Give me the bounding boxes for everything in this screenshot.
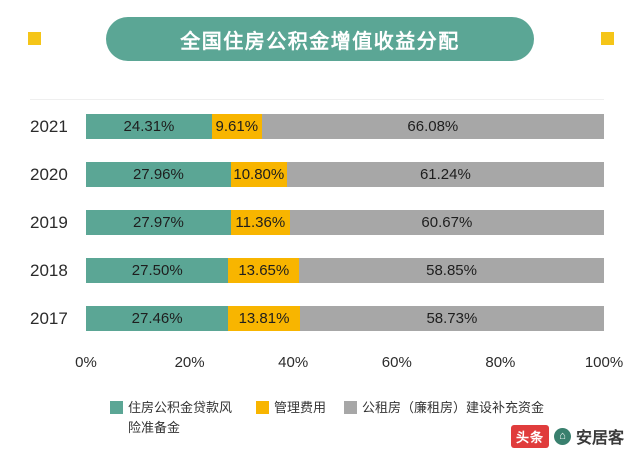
- bar-segment: 27.46%: [86, 306, 229, 331]
- chart-title-banner: 全国住房公积金增值收益分配: [106, 17, 534, 61]
- x-axis: 0% 20% 40% 60% 80% 100%: [75, 354, 623, 374]
- legend: 住房公积金贷款风险准备金 管理费用 公租房（廉租房）建设补充资金: [0, 398, 640, 437]
- bar-value-label: 27.50%: [131, 262, 183, 279]
- bar-value-label: 58.85%: [426, 262, 477, 279]
- bar-segment: 58.73%: [299, 306, 604, 331]
- bar-value-label: 61.24%: [419, 166, 471, 183]
- bar-segment: 13.81%: [228, 306, 300, 331]
- chart-title: 全国住房公积金增值收益分配: [180, 30, 460, 53]
- bar-row-2017: 2017 27.46% 13.81% 58.73%: [30, 306, 604, 331]
- bar-row-2021: 2021 24.31% 9.61% 66.08%: [30, 114, 604, 139]
- legend-swatch: [344, 401, 357, 414]
- bar-segment: 27.50%: [86, 258, 229, 283]
- bar-value-label: 10.80%: [233, 166, 285, 183]
- bar-segment: 9.61%: [211, 114, 262, 139]
- legend-swatch: [255, 401, 269, 414]
- year-label: 2020: [30, 164, 68, 184]
- bar-value-label: 24.31%: [123, 118, 175, 135]
- year-label: 2018: [30, 260, 68, 280]
- x-axis-tick: 20%: [174, 354, 205, 371]
- bar-value-label: 27.97%: [133, 214, 184, 231]
- chart-area: 2021 24.31% 9.61% 66.08% 2020 27.96% 10.80% 61.…: [0, 99, 640, 374]
- legend-label: 公租房（廉租房）建设补充资金: [362, 400, 545, 415]
- bar-value-label: 58.73%: [426, 310, 478, 327]
- year-label: 2021: [30, 116, 68, 136]
- bar-track: 27.50% 13.65% 58.85%: [86, 258, 604, 283]
- bar-value-label: 66.08%: [407, 118, 459, 135]
- bar-row-2018: 2018 27.50% 13.65% 58.85%: [30, 258, 604, 283]
- bar-value-label: 13.65%: [238, 262, 290, 279]
- bar-segment: 66.08%: [261, 114, 604, 139]
- bar-track: 27.97% 11.36% 60.67%: [86, 210, 604, 235]
- title-banner-row: 全国住房公积金增值收益分配: [0, 17, 640, 61]
- bar-value-label: 27.96%: [132, 166, 184, 183]
- year-label: 2017: [30, 308, 68, 328]
- bar-value-label: 9.61%: [215, 118, 259, 135]
- bar-segment: 58.85%: [299, 258, 604, 283]
- bar-value-label: 27.46%: [131, 310, 183, 327]
- bar-value-label: 60.67%: [421, 214, 473, 231]
- legend-label: 管理费用: [273, 400, 326, 415]
- toutiao-logo-badge: 头条: [510, 424, 549, 448]
- bar-track: 24.31% 9.61% 66.08%: [86, 114, 604, 139]
- bar-row-2019: 2019 27.97% 11.36% 60.67%: [30, 210, 604, 235]
- bar-segment: 10.80%: [230, 162, 287, 187]
- x-axis-tick: 60%: [381, 354, 412, 371]
- bar-rows: 2021 24.31% 9.61% 66.08% 2020 27.96% 10.80% 61.…: [30, 99, 604, 331]
- right-accent-square: [601, 32, 614, 45]
- year-label: 2019: [30, 212, 68, 232]
- bar-track: 27.46% 13.81% 58.73%: [86, 306, 604, 331]
- legend-item: 住房公积金贷款风险准备金: [109, 398, 238, 437]
- legend-swatch: [109, 401, 123, 414]
- watermark: 头条 ⌂ 安居客: [510, 424, 624, 448]
- bar-segment: 27.97%: [86, 210, 231, 235]
- x-axis-tick: 40%: [278, 354, 309, 371]
- bar-segment: 13.65%: [228, 258, 300, 283]
- bar-segment: 27.96%: [86, 162, 231, 187]
- bar-segment: 24.31%: [86, 114, 212, 139]
- bar-segment: 11.36%: [230, 210, 290, 235]
- bar-segment: 61.24%: [286, 162, 604, 187]
- anjuke-logo-icon: ⌂: [553, 427, 571, 445]
- legend-item: 管理费用: [255, 398, 326, 418]
- left-accent-square: [28, 32, 41, 45]
- bar-value-label: 11.36%: [235, 214, 286, 231]
- anjuke-brand-text: 安居客: [575, 430, 624, 447]
- x-axis-tick: 80%: [485, 354, 516, 371]
- x-axis-tick: 100%: [584, 354, 624, 371]
- bar-segment: 60.67%: [289, 210, 604, 235]
- bar-track: 27.96% 10.80% 61.24%: [86, 162, 604, 187]
- legend-item: 公租房（廉租房）建设补充资金: [344, 398, 544, 418]
- bar-value-label: 13.81%: [238, 310, 290, 327]
- legend-label: 住房公积金贷款风险准备金: [127, 400, 232, 435]
- x-axis-tick: 0%: [75, 354, 97, 371]
- bar-row-2020: 2020 27.96% 10.80% 61.24%: [30, 162, 604, 187]
